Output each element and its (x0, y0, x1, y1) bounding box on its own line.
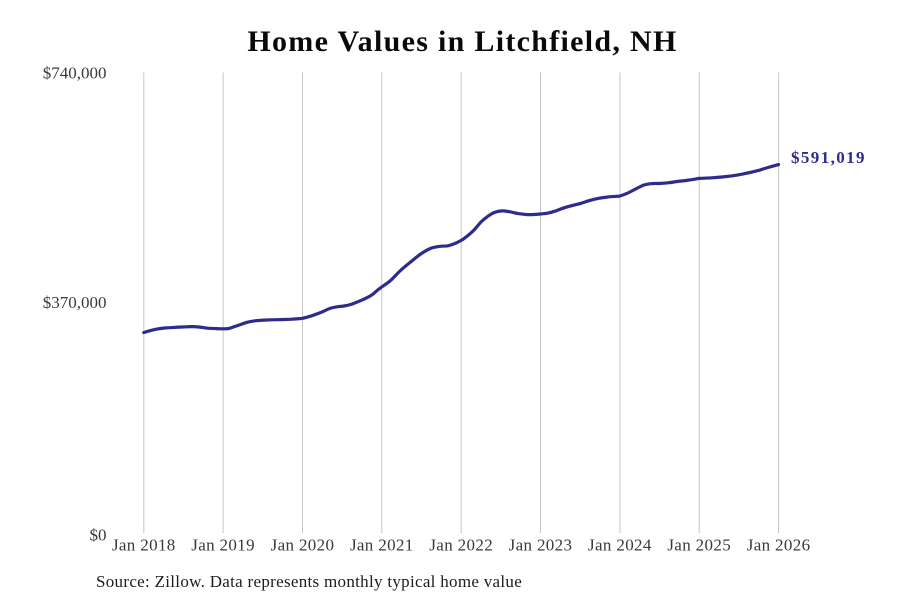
svg-text:Jan 2024: Jan 2024 (588, 535, 652, 554)
svg-text:$370,000: $370,000 (43, 293, 107, 312)
svg-text:Jan 2022: Jan 2022 (429, 535, 493, 554)
svg-text:Jan 2023: Jan 2023 (509, 535, 573, 554)
svg-text:$591,019: $591,019 (791, 148, 866, 167)
svg-text:Jan 2025: Jan 2025 (667, 535, 731, 554)
svg-text:Jan 2020: Jan 2020 (271, 535, 335, 554)
svg-text:Source: Zillow. Data represent: Source: Zillow. Data represents monthly … (96, 572, 522, 591)
svg-text:$740,000: $740,000 (43, 64, 107, 83)
svg-text:Jan 2026: Jan 2026 (747, 535, 811, 554)
svg-text:Jan 2018: Jan 2018 (112, 535, 176, 554)
svg-text:Home Values in Litchfield, NH: Home Values in Litchfield, NH (247, 25, 677, 58)
svg-text:Jan 2021: Jan 2021 (350, 535, 414, 554)
svg-text:$0: $0 (90, 526, 107, 545)
svg-text:Jan 2019: Jan 2019 (191, 535, 255, 554)
